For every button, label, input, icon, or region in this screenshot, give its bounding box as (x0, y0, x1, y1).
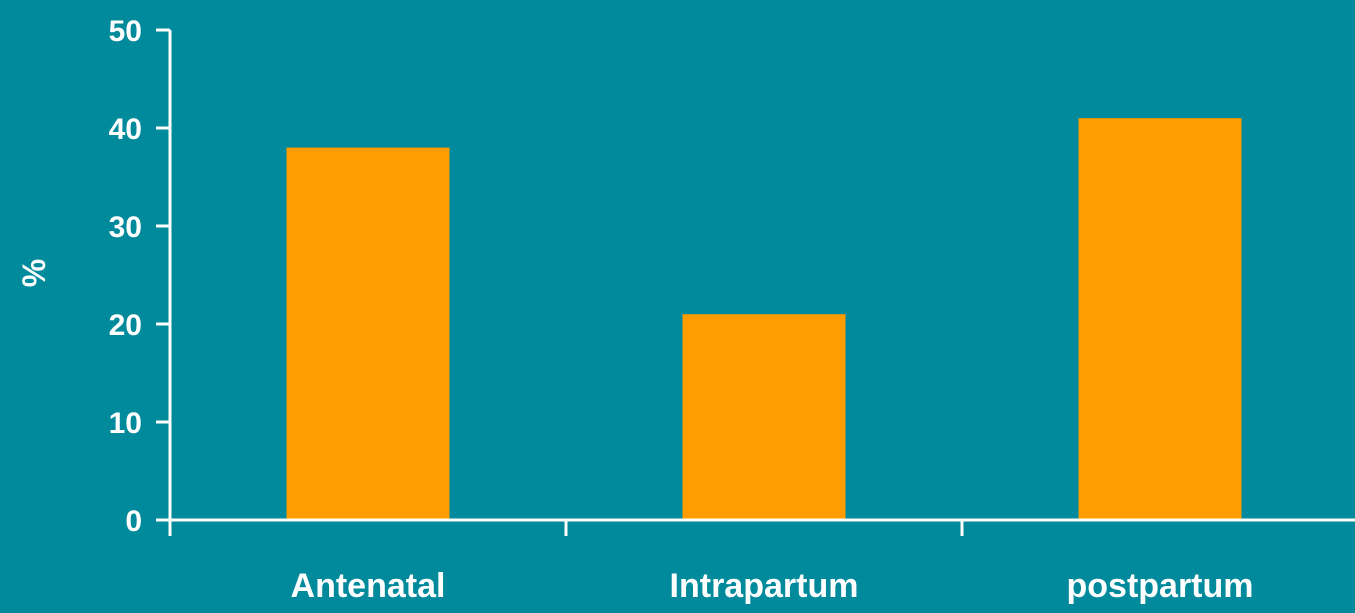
plot-area: 0 10 20 30 40 50 Antenatal Intrapartum postpartu… (109, 15, 1355, 605)
bar-postpartum (1078, 118, 1242, 520)
y-tick-label: 40 (109, 113, 142, 146)
bar-intrapartum (682, 314, 846, 520)
y-tick-label: 30 (109, 211, 142, 244)
x-category-label: Antenatal (291, 567, 446, 605)
y-tick-label: 20 (109, 309, 142, 342)
y-tick-label: 0 (125, 505, 142, 538)
x-category-label: Intrapartum (670, 567, 859, 605)
y-tick-label: 50 (109, 15, 142, 48)
bar-antenatal (286, 147, 450, 520)
y-tick-label: 10 (109, 407, 142, 440)
x-category-label: postpartum (1067, 567, 1254, 605)
y-axis-label: % (16, 259, 52, 287)
